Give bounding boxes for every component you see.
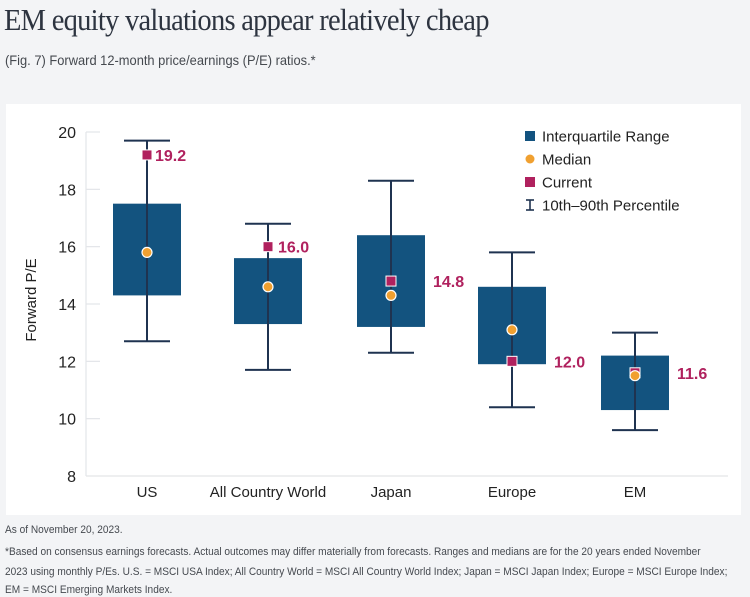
- legend: Interquartile Range Median Current 10th–90t…: [525, 129, 680, 215]
- legend-item-percentile-label: 10th–90th Percentile: [542, 198, 680, 215]
- median-marker: [506, 324, 518, 336]
- legend-item-iqr-label: Interquartile Range: [542, 129, 670, 146]
- legend-item-median-label: Median: [542, 152, 591, 169]
- as-of-note: As of November 20, 2023.: [5, 524, 123, 536]
- legend-item-current-label: Current: [542, 175, 593, 192]
- median-marker: [385, 289, 397, 301]
- box-group-europe: 12.0: [478, 251, 585, 409]
- x-tick-label: US: [137, 484, 158, 501]
- current-value-label: 14.8: [433, 274, 464, 291]
- chart-title: EM equity valuations appear relatively c…: [4, 2, 489, 37]
- x-tick-label: EM: [624, 484, 647, 501]
- box-group-all-country-world: 16.0: [234, 222, 309, 371]
- x-tick-label: All Country World: [210, 484, 326, 501]
- legend-percentile-icon: [526, 199, 534, 211]
- current-marker: [506, 355, 518, 367]
- footnote-line-1: *Based on consensus earnings forecasts. …: [5, 546, 701, 558]
- current-marker: [262, 241, 274, 253]
- footnote-line-2: 2023 using monthly P/Es. U.S. = MSCI USA…: [5, 566, 728, 578]
- current-marker: [141, 149, 153, 161]
- y-tick-label: 14: [58, 297, 76, 314]
- y-tick-label: 10: [58, 412, 76, 429]
- x-axis-labels: US All Country World Japan Europe EM: [137, 484, 647, 501]
- y-axis: 8 10 12 14 16 18 20: [58, 125, 728, 486]
- current-marker: [385, 275, 397, 287]
- boxes: 19.2 16.0 14.8 12.0 11.6: [113, 139, 707, 432]
- y-axis-label: Forward P/E: [23, 258, 40, 341]
- chart-subtitle: (Fig. 7) Forward 12-month price/earnings…: [5, 52, 316, 68]
- current-value-label: 16.0: [278, 240, 309, 257]
- x-tick-label: Japan: [371, 484, 412, 501]
- y-tick-label: 8: [67, 469, 76, 486]
- footnote-line-3: EM = MSCI Emerging Markets Index.: [5, 584, 173, 596]
- legend-iqr-swatch: [525, 131, 535, 141]
- box-group-japan: 14.8: [357, 179, 464, 354]
- current-value-label: 12.0: [554, 354, 585, 371]
- legend-median-swatch: [525, 154, 535, 164]
- current-value-label: 19.2: [155, 148, 186, 165]
- box-group-us: 19.2: [113, 139, 186, 343]
- x-tick-label: Europe: [488, 484, 536, 501]
- y-tick-label: 12: [58, 354, 76, 371]
- y-tick-label: 20: [58, 125, 76, 142]
- legend-current-swatch: [525, 177, 535, 187]
- median-marker: [141, 246, 153, 258]
- y-tick-label: 16: [58, 240, 76, 257]
- current-value-label: 11.6: [677, 366, 707, 383]
- median-marker: [629, 370, 641, 382]
- median-marker: [262, 281, 274, 293]
- y-tick-label: 18: [58, 182, 76, 199]
- box-group-em: 11.6: [601, 331, 707, 432]
